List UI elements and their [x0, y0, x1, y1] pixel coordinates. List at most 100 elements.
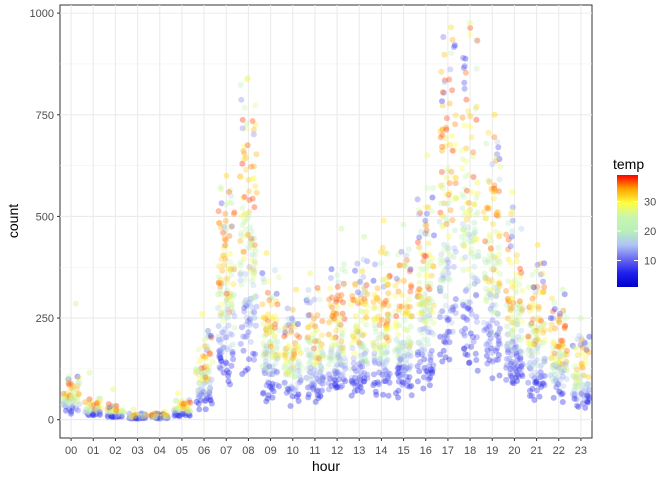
data-point — [319, 376, 326, 383]
data-point — [184, 407, 191, 414]
data-point — [115, 409, 122, 415]
data-point — [408, 339, 415, 346]
data-point — [437, 182, 444, 189]
data-point — [372, 388, 379, 395]
data-point — [228, 305, 235, 312]
data-point — [415, 339, 422, 346]
data-point — [448, 196, 455, 203]
data-point — [507, 358, 514, 365]
data-point — [492, 357, 499, 363]
data-point — [491, 188, 498, 195]
data-point — [517, 306, 524, 312]
data-point — [194, 367, 201, 374]
data-point — [217, 336, 224, 343]
x-tick-label: 09 — [264, 445, 276, 457]
data-point — [461, 332, 468, 339]
data-point — [62, 393, 69, 400]
data-point — [465, 304, 472, 311]
data-point — [428, 347, 435, 354]
data-point — [491, 292, 498, 299]
data-point — [59, 401, 66, 408]
data-point — [360, 274, 367, 280]
data-point — [504, 315, 511, 322]
legend-tick-label: 10 — [644, 255, 656, 267]
data-point — [584, 381, 591, 387]
data-point — [384, 250, 391, 257]
data-point — [202, 374, 209, 381]
data-point — [472, 105, 479, 112]
data-point — [110, 414, 117, 421]
data-point — [485, 256, 492, 263]
data-point — [378, 348, 385, 355]
data-point — [246, 263, 253, 270]
data-point — [439, 126, 446, 133]
data-point — [580, 388, 587, 394]
data-point — [273, 344, 280, 351]
data-point — [247, 239, 254, 245]
data-point — [274, 355, 281, 362]
data-point — [397, 356, 404, 363]
data-point — [130, 413, 137, 420]
data-point — [339, 266, 346, 273]
data-point — [86, 396, 93, 403]
data-point — [490, 221, 496, 227]
data-point — [534, 349, 541, 356]
data-point — [371, 371, 377, 378]
data-point — [506, 298, 512, 305]
data-point — [62, 398, 69, 405]
data-point — [267, 339, 274, 346]
data-point — [86, 412, 93, 419]
data-point — [260, 353, 266, 360]
data-point — [85, 411, 92, 418]
data-point — [528, 372, 535, 379]
data-point — [161, 414, 168, 421]
data-point — [532, 292, 538, 299]
data-point — [228, 297, 235, 304]
data-point — [510, 380, 517, 387]
data-point — [530, 283, 537, 290]
data-point — [332, 370, 339, 377]
data-point — [263, 343, 270, 350]
data-point — [421, 291, 428, 298]
data-point — [373, 314, 380, 321]
data-point — [386, 272, 393, 279]
data-point — [398, 341, 405, 348]
plot-panel — [59, 4, 593, 439]
data-point — [230, 356, 237, 363]
data-point — [237, 340, 244, 347]
data-point — [113, 414, 119, 421]
data-point — [541, 321, 548, 328]
data-point — [503, 288, 510, 294]
data-point — [383, 282, 390, 289]
data-point — [305, 391, 312, 398]
data-point — [417, 210, 424, 216]
data-point — [163, 412, 170, 419]
data-point — [512, 368, 519, 375]
data-point — [436, 218, 443, 225]
data-point — [471, 230, 477, 237]
data-point — [555, 364, 562, 371]
data-point — [261, 279, 268, 286]
data-point — [208, 376, 215, 383]
data-point — [176, 408, 183, 415]
data-point — [574, 382, 581, 389]
data-point — [134, 413, 141, 420]
data-point — [160, 411, 167, 417]
data-point — [132, 415, 139, 422]
data-point — [128, 413, 135, 419]
data-point — [471, 201, 478, 208]
data-point — [420, 266, 427, 273]
data-point — [408, 313, 415, 320]
data-point — [196, 379, 203, 386]
data-point — [554, 381, 561, 388]
data-point — [463, 145, 470, 152]
data-point — [396, 365, 403, 372]
data-point — [69, 383, 76, 390]
data-point — [206, 394, 213, 401]
data-point — [357, 374, 363, 381]
data-point — [310, 345, 317, 352]
data-point — [337, 321, 344, 328]
data-point — [248, 267, 255, 274]
data-point — [485, 129, 492, 136]
data-point — [202, 353, 209, 360]
